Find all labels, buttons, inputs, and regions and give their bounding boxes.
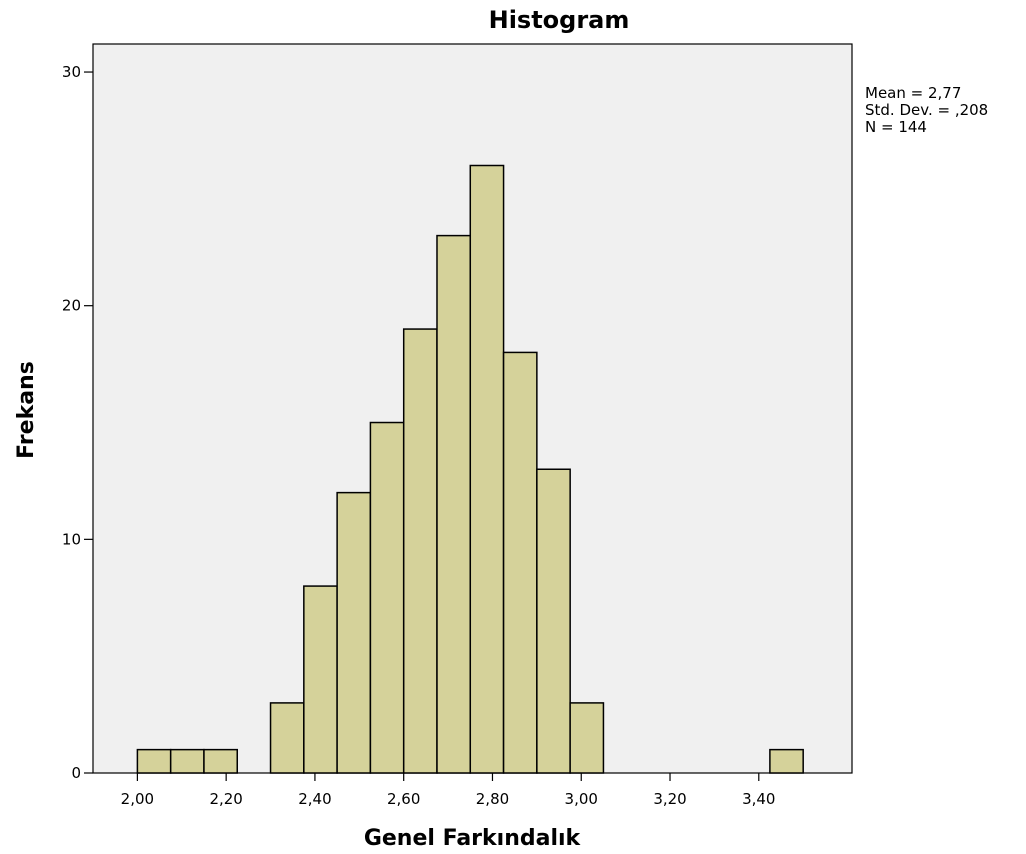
histogram-bar-2 [203, 748, 239, 774]
histogram-bar-13 [569, 702, 605, 774]
y-axis-title: Frekans [14, 361, 39, 459]
y-tick-label-2: 20 [62, 297, 81, 315]
x-axis-title: Genel Farkındalık [364, 826, 582, 851]
y-axis: 0 10 20 30 [62, 63, 93, 782]
histogram-bar-1 [169, 748, 205, 774]
x-tick-label-0: 2,00 [121, 790, 154, 808]
chart-title: Histogram [489, 6, 630, 34]
histogram-bar-12 [536, 468, 571, 774]
histogram-bar-19 [769, 748, 804, 774]
histogram-bar-11 [502, 351, 538, 774]
histogram-bar-0 [136, 748, 172, 774]
histogram-bar-10 [469, 164, 505, 774]
bars-group [136, 164, 804, 774]
histogram-bar-9 [436, 234, 472, 774]
x-tick-label-2: 2,40 [298, 790, 331, 808]
histogram-bar-5 [303, 585, 338, 774]
x-tick-label-7: 3,40 [742, 790, 775, 808]
x-tick-label-4: 2,80 [476, 790, 509, 808]
y-tick-label-0: 0 [71, 764, 81, 782]
summary-stats: Mean = 2,77 Std. Dev. = ,208 N = 144 [865, 84, 988, 136]
histogram-bar-4 [269, 702, 305, 774]
y-tick-label-1: 10 [62, 530, 81, 548]
y-tick-label-3: 30 [62, 63, 81, 81]
stat-std-dev: Std. Dev. = ,208 [865, 101, 988, 119]
x-tick-label-3: 2,60 [387, 790, 420, 808]
x-tick-label-1: 2,20 [209, 790, 242, 808]
x-tick-label-5: 3,00 [565, 790, 598, 808]
histogram-bar-6 [336, 491, 372, 774]
histogram-bar-8 [402, 328, 438, 774]
x-axis: 2,00 2,20 2,40 2,60 2,80 3,00 3,20 3,40 [121, 773, 775, 808]
x-tick-label-6: 3,20 [653, 790, 686, 808]
histogram-bar-7 [369, 421, 405, 774]
stat-mean: Mean = 2,77 [865, 84, 961, 102]
stat-n: N = 144 [865, 118, 927, 136]
